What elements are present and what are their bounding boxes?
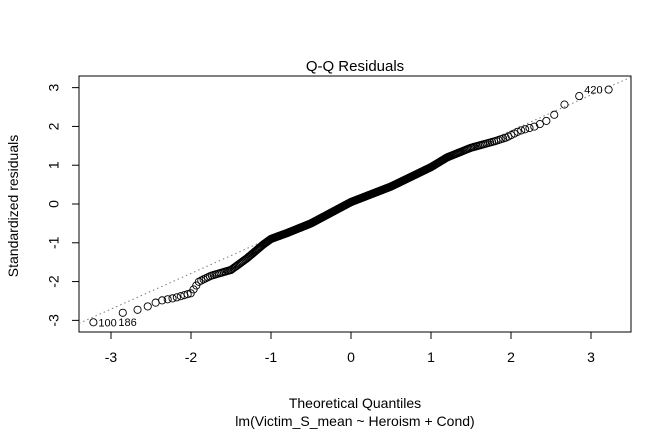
residual-point bbox=[513, 127, 522, 136]
x-tick-label: -1 bbox=[265, 349, 278, 365]
y-tick-label: -3 bbox=[46, 314, 62, 327]
y-tick-label: -2 bbox=[46, 275, 62, 288]
residual-point bbox=[604, 85, 613, 94]
residual-point bbox=[89, 318, 98, 327]
x-tick-label: 1 bbox=[427, 349, 435, 365]
y-tick-label: -1 bbox=[46, 236, 62, 249]
residual-point bbox=[133, 305, 142, 314]
residual-point bbox=[521, 125, 530, 134]
residual-point bbox=[172, 293, 181, 302]
y-tick-label: 2 bbox=[46, 122, 62, 130]
residual-point bbox=[183, 290, 192, 299]
residual-point bbox=[194, 277, 203, 286]
y-axis-title: Standardized residuals bbox=[5, 135, 21, 277]
x-tick-label: 2 bbox=[507, 349, 515, 365]
chart-title: Q-Q Residuals bbox=[306, 58, 404, 75]
point-label: 100 bbox=[98, 317, 116, 329]
x-tick-label: 3 bbox=[587, 349, 595, 365]
residual-point bbox=[517, 126, 526, 135]
residual-point bbox=[575, 92, 584, 101]
y-tick-label: 3 bbox=[46, 84, 62, 92]
x-axis-title: Theoretical Quantiles bbox=[289, 395, 421, 411]
residual-point bbox=[118, 308, 127, 317]
y-tick-label: 1 bbox=[46, 161, 62, 169]
x-tick-label: -2 bbox=[185, 349, 198, 365]
y-tick-label: 0 bbox=[46, 200, 62, 208]
residual-point bbox=[203, 273, 212, 282]
residual-points bbox=[89, 85, 613, 327]
residual-point bbox=[525, 123, 534, 133]
residual-point bbox=[542, 116, 551, 125]
point-label: 420 bbox=[584, 85, 602, 97]
x-tick-label: -3 bbox=[105, 349, 118, 365]
residual-point bbox=[560, 100, 569, 109]
y-axis: -3 -2 -1 0 1 2 3 bbox=[46, 84, 80, 327]
residual-point bbox=[158, 296, 167, 305]
residual-point bbox=[550, 110, 559, 119]
residual-point bbox=[143, 302, 152, 311]
residual-point bbox=[530, 122, 539, 131]
x-axis: -3 -2 -1 0 1 2 3 bbox=[105, 331, 595, 365]
point-label: 186 bbox=[118, 317, 136, 329]
residual-point bbox=[163, 295, 172, 304]
residual-point bbox=[535, 120, 544, 129]
residual-point bbox=[168, 294, 177, 303]
x-tick-label: 0 bbox=[347, 349, 355, 365]
point-annotations: 420 100 186 bbox=[98, 85, 602, 330]
model-formula: lm(Victim_S_mean ~ Heroism + Cond) bbox=[235, 413, 474, 429]
